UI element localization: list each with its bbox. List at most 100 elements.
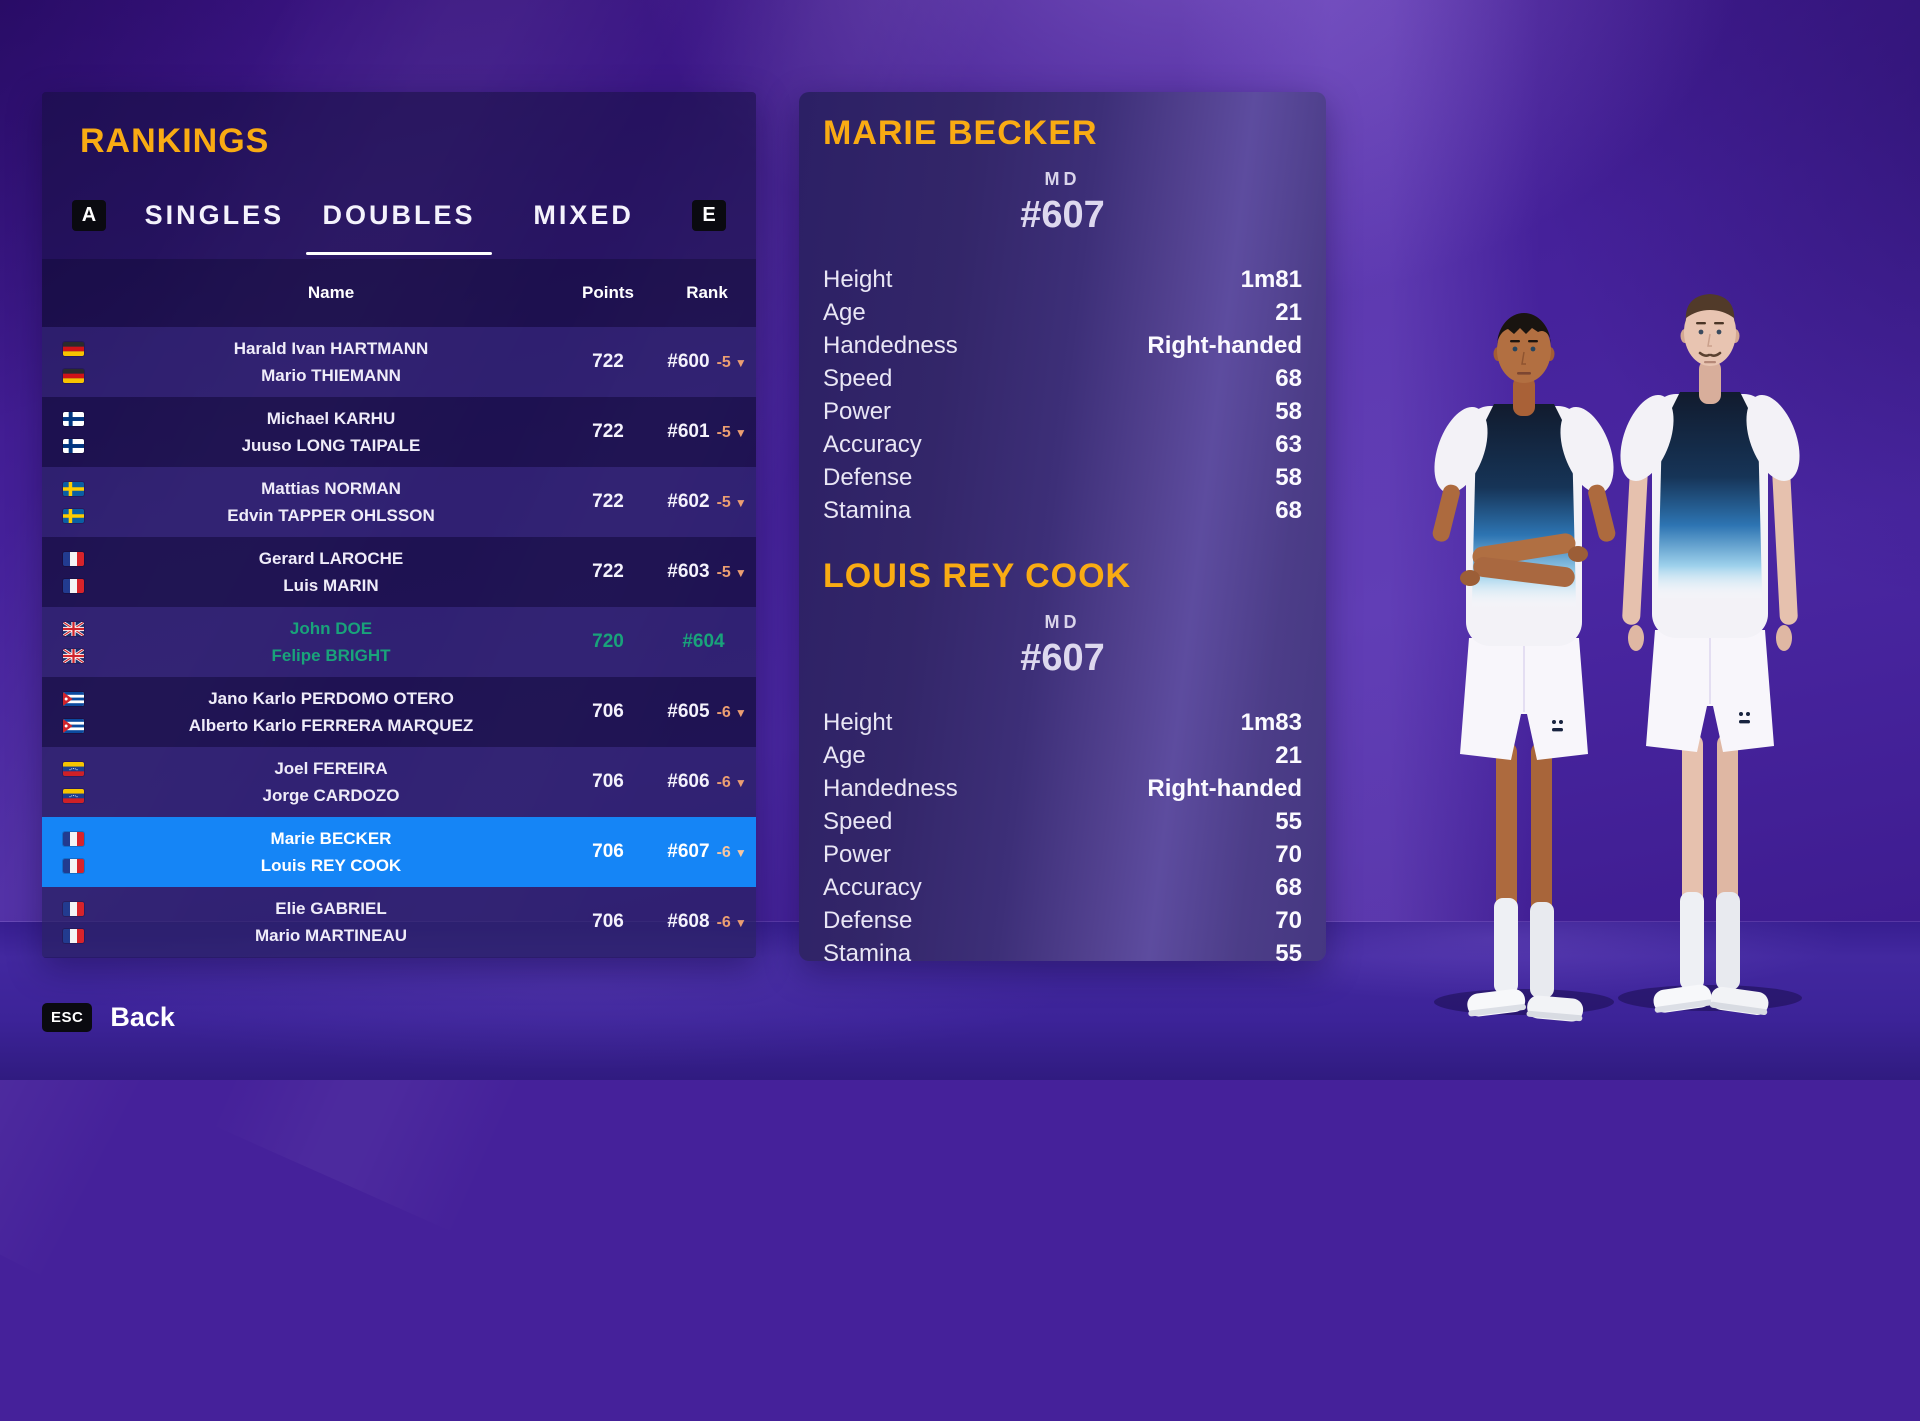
team-names: Harald Ivan HARTMANN Mario THIEMANN [104,335,558,389]
stat-row: Power 70 [823,840,1302,868]
points-value: 706 [592,911,624,932]
player-name-line: Edvin TAPPER OHLSSON [227,506,435,525]
tab-singles[interactable]: SINGLES [144,199,285,230]
points-value: 720 [592,631,624,652]
ranking-row[interactable]: Jano Karlo PERDOMO OTERO Alberto Karlo F… [42,677,756,747]
shortcut-key-e: E [692,199,726,231]
ranking-row[interactable]: Harald Ivan HARTMANN Mario THIEMANN 722 … [42,327,756,397]
stat-row: Age 21 [823,741,1302,769]
stat-row: Speed 55 [823,807,1302,835]
rank-cell: #606 -6 [658,771,756,793]
ranking-row-selected[interactable]: Marie BECKER Louis REY COOK 706 #607 -6 [42,817,756,887]
rank-value: #606 [667,771,710,792]
country-flag [62,718,84,733]
ranking-row[interactable]: Joel FEREIRA Jorge CARDOZO 706 #606 -6 [42,747,756,817]
ranking-rows: Harald Ivan HARTMANN Mario THIEMANN 722 … [42,327,756,957]
rank-change: -6 [717,774,747,792]
column-header-name: Name [307,283,355,302]
rank-change: -5 [717,354,747,372]
draw-rank-value: #607 [1020,637,1105,679]
country-flag [62,411,84,426]
tabs-row: A SINGLES DOUBLES MIXED E [42,183,756,247]
ranking-row-self[interactable]: John DOE Felipe BRIGHT 720 #604 [42,607,756,677]
country-flag [62,858,84,873]
country-flag [62,648,84,663]
table-header: Name Points Rank [42,259,756,327]
points-value: 706 [592,701,624,722]
player-name-line: Mattias NORMAN [261,479,401,498]
team-names: Mattias NORMAN Edvin TAPPER OHLSSON [104,475,558,529]
rank-cell: #602 -5 [658,491,756,513]
country-flag [62,831,84,846]
stat-row: Defense 70 [823,906,1302,934]
points-value: 722 [592,351,624,372]
rank-value: #603 [667,561,710,582]
ranking-row[interactable]: Gerard LAROCHE Luis MARIN 722 #603 -5 [42,537,756,607]
country-flags [42,761,104,803]
player-detail-name: LOUIS REY COOK [823,557,1132,595]
player-name-line: Jano Karlo PERDOMO OTERO [208,689,454,708]
player-name-line: Mario MARTINEAU [254,926,408,945]
shortcut-key-a: A [72,199,106,231]
rank-value: #605 [667,701,710,722]
country-flags [42,691,104,733]
player-name-line: Luis MARIN [283,576,379,595]
country-flag [62,341,84,356]
team-names: Jano Karlo PERDOMO OTERO Alberto Karlo F… [104,685,558,739]
stat-row: Accuracy 63 [823,430,1302,458]
country-flag [62,508,84,523]
country-flag [62,761,84,776]
draw-type-label: MD [1044,612,1081,632]
tab-mixed[interactable]: MIXED [533,199,634,230]
rank-value: #607 [667,841,710,862]
ranking-row[interactable]: Mattias NORMAN Edvin TAPPER OHLSSON 722 … [42,467,756,537]
team-names: Gerard LAROCHE Luis MARIN [104,545,558,599]
rank-cell: #607 -6 [658,841,756,863]
column-header-points: Points [582,283,634,302]
stat-row: Height 1m83 [823,708,1302,736]
points-value: 722 [592,561,624,582]
player-name-line: Joel FEREIRA [274,759,388,778]
player-name-line: Juuso LONG TAIPALE [241,436,421,455]
back-button[interactable]: ESC Back [42,1002,175,1033]
rank-change: -6 [717,844,747,862]
player-name-line: Michael KARHU [266,409,396,428]
country-flags [42,831,104,873]
rank-cell: #601 -5 [658,421,756,443]
country-flag [62,481,84,496]
rank-cell: #603 -5 [658,561,756,583]
points-value: 722 [592,491,624,512]
page-title: RANKINGS [80,122,270,160]
column-header-rank: Rank [686,283,728,302]
points-value: 706 [592,771,624,792]
avatar-marie-becker [1432,313,1616,1022]
draw-type-label: MD [1044,169,1081,189]
rank-change: -5 [717,564,747,582]
tab-doubles[interactable]: DOUBLES [307,200,492,231]
player-name-line: Jorge CARDOZO [262,786,400,805]
rank-value: #601 [667,421,710,442]
rank-change: -6 [717,704,747,722]
rank-value: #608 [667,911,710,932]
team-names: Marie BECKER Louis REY COOK [104,825,558,879]
country-flag [62,928,84,943]
team-names: John DOE Felipe BRIGHT [104,615,558,669]
rankings-panel: RANKINGS A SINGLES DOUBLES MIXED E Name … [42,92,756,958]
stat-row: Age 21 [823,298,1302,326]
rank-change: -5 [717,494,747,512]
stat-row: Stamina 68 [823,496,1302,524]
country-flags [42,621,104,663]
stat-row: Defense 58 [823,463,1302,491]
player-name-line: Elie GABRIEL [275,899,387,918]
country-flag [62,578,84,593]
stat-row: Accuracy 68 [823,873,1302,901]
rank-cell: #604 [658,631,756,653]
stat-row: Handedness Right-handed [823,331,1302,359]
ranking-row[interactable]: Elie GABRIEL Mario MARTINEAU 706 #608 -6 [42,887,756,957]
country-flags [42,481,104,523]
country-flag [62,621,84,636]
stat-row: Handedness Right-handed [823,774,1302,802]
player-name-line: Mario THIEMANN [261,366,401,385]
rank-value: #602 [667,491,710,512]
ranking-row[interactable]: Michael KARHU Juuso LONG TAIPALE 722 #60… [42,397,756,467]
